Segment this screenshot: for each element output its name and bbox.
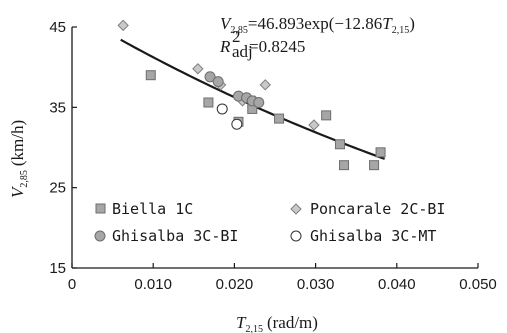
eq-rhs-suffix: ) xyxy=(409,14,415,33)
x-tick-label: 0 xyxy=(68,276,76,293)
x-axis-label: T2,15 (rad/m) xyxy=(236,313,318,333)
x-label-unit: (rad/m) xyxy=(267,313,318,332)
poncarale-2c-bi-point xyxy=(259,79,271,91)
r2-sup: 2 xyxy=(232,27,241,46)
poncarale-2c-bi-point xyxy=(117,19,129,32)
y-label-var: V xyxy=(8,185,27,198)
legend-item-poncarale: Poncarale 2C-BI xyxy=(290,200,445,218)
data-marks xyxy=(117,19,386,171)
legend-diamond-marker xyxy=(290,203,302,215)
legend-label-ghisalba-bi: Ghisalba 3C-BI xyxy=(112,227,238,245)
y-label-sub: 2,85 xyxy=(19,170,30,188)
fit-equation: V2,85=46.893exp(−12.86T2,15) xyxy=(220,14,415,36)
legend-item-biella: Biella 1C xyxy=(95,200,193,218)
poncarale-2c-bi-point xyxy=(192,63,204,75)
legend-label-biella: Biella 1C xyxy=(112,200,193,218)
legend-label-ghisalba-mt: Ghisalba 3C-MT xyxy=(310,227,436,245)
ghisalba-3c-bi-point xyxy=(204,71,216,83)
eq-rhs-prefix: =46.893exp(−12.86 xyxy=(248,14,382,33)
r2-var: R xyxy=(219,37,231,56)
legend-item-ghisalba-mt: Ghisalba 3C-MT xyxy=(290,227,436,245)
y-tick-label: 35 xyxy=(49,99,66,116)
axes xyxy=(71,27,478,269)
biella-1c-point xyxy=(274,113,285,124)
legend-circle-marker xyxy=(94,230,106,242)
eq-lhs-sub: 2,85 xyxy=(230,25,248,36)
biella-1c-point xyxy=(339,160,350,171)
x-tick-label: 0.040 xyxy=(378,276,416,293)
x-tick-label: 0.030 xyxy=(297,276,335,293)
x-tick-label: 0.010 xyxy=(134,276,172,293)
biella-1c-point xyxy=(369,160,380,171)
y-tick-label: 15 xyxy=(49,260,66,277)
y-tick-label: 25 xyxy=(49,180,66,197)
biella-1c-point xyxy=(145,70,156,81)
poncarale-2c-bi-point xyxy=(308,119,320,131)
x-label-sub: 2,15 xyxy=(245,324,263,333)
y-label-unit: (km/h) xyxy=(8,120,27,166)
ghisalba-3c-mt-point xyxy=(216,103,228,115)
x-ticks: 0 0.010 0.020 0.030 0.040 0.050 xyxy=(68,263,497,293)
eq-rhs-var: T xyxy=(382,14,393,33)
legend-square-marker xyxy=(95,203,106,214)
ghisalba-3c-bi-point xyxy=(212,76,224,88)
y-axis-label: V2,85 (km/h) xyxy=(8,120,30,198)
y-ticks: 15 25 35 45 xyxy=(49,19,77,277)
ghisalba-3c-bi-point xyxy=(253,97,265,109)
y-tick-label: 45 xyxy=(49,19,66,36)
fit-r2: R 2 adj =0.8245 xyxy=(219,27,305,61)
x-tick-label: 0.050 xyxy=(459,276,497,293)
eq-lhs-var: V xyxy=(220,14,233,33)
x-label-var: T xyxy=(236,313,247,332)
biella-1c-point xyxy=(334,139,345,150)
legend: Biella 1C Poncarale 2C-BI Ghisalba 3C-BI… xyxy=(94,200,445,245)
x-tick-label: 0.020 xyxy=(216,276,254,293)
biella-1c-point xyxy=(375,147,386,158)
legend-open-circle-marker xyxy=(290,230,302,242)
eq-rhs-sub: 2,15 xyxy=(392,25,410,36)
ghisalba-3c-mt-point xyxy=(231,118,243,130)
legend-item-ghisalba-bi: Ghisalba 3C-BI xyxy=(94,227,238,245)
biella-1c-point xyxy=(321,110,332,121)
biella-1c-point xyxy=(203,97,214,108)
legend-label-poncarale: Poncarale 2C-BI xyxy=(310,200,445,218)
r2-value: =0.8245 xyxy=(249,37,305,56)
r2-sub: adj xyxy=(232,42,253,61)
